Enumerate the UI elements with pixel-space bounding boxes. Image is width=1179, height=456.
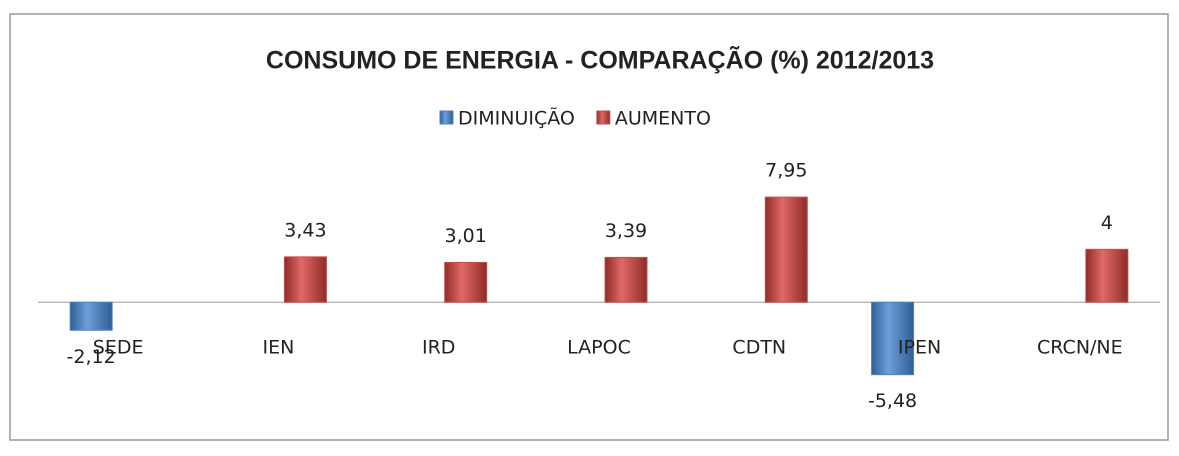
data-label: 3,43 (284, 219, 326, 241)
bar (604, 256, 648, 303)
x-tick-label: IRD (422, 337, 455, 359)
bar (444, 261, 488, 303)
legend-swatch (439, 110, 454, 125)
data-label: 4 (1101, 212, 1113, 234)
bar (871, 301, 915, 376)
data-label: -5,48 (868, 390, 917, 412)
data-label: 3,39 (605, 220, 647, 242)
legend-label: DIMINUIÇÃO (458, 107, 575, 130)
x-tick-label: LAPOC (567, 337, 631, 359)
legend-label: AUMENTO (615, 108, 711, 130)
x-tick-label: IPEN (898, 337, 941, 359)
data-label: 3,01 (445, 225, 487, 247)
bar (1085, 248, 1129, 303)
legend-swatch (596, 110, 611, 125)
x-tick-label: CRCN/NE (1037, 337, 1123, 359)
chart-border (9, 13, 1169, 441)
x-tick-label: SEDE (93, 337, 144, 359)
bar (764, 196, 808, 303)
bar (283, 256, 327, 303)
x-tick-label: CDTN (732, 337, 786, 359)
bar (69, 301, 113, 331)
chart-title: CONSUMO DE ENERGIA - COMPARAÇÃO (%) 2012… (266, 45, 934, 75)
x-tick-label: IEN (263, 337, 295, 359)
data-label: -2,12 (67, 346, 116, 368)
data-label: 7,95 (765, 160, 807, 182)
